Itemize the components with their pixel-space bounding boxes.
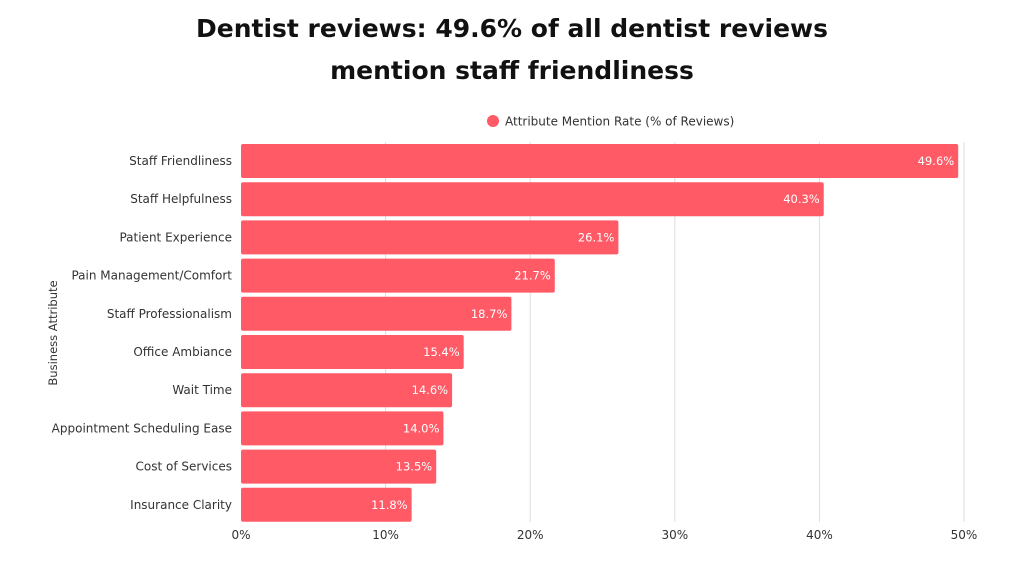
bar <box>241 373 453 408</box>
bar-value-label: 40.3% <box>783 192 820 206</box>
bar-value-label: 21.7% <box>514 269 551 283</box>
category-label: Staff Professionalism <box>107 307 232 321</box>
x-tick-label: 10% <box>372 528 399 542</box>
category-label: Patient Experience <box>119 230 232 244</box>
bar <box>241 144 959 178</box>
category-label: Staff Helpfulness <box>130 192 232 206</box>
x-tick-label: 0% <box>231 528 250 542</box>
legend-label: Attribute Mention Rate (% of Reviews) <box>505 115 734 129</box>
bar <box>241 220 619 255</box>
bar-value-label: 14.6% <box>412 383 449 397</box>
chart-title-line-2: mention staff friendliness <box>330 56 694 85</box>
bar-value-label: 18.7% <box>471 307 508 321</box>
category-label: Office Ambiance <box>133 345 232 359</box>
x-tick-label: 40% <box>806 528 833 542</box>
bar-value-label: 49.6% <box>918 154 955 168</box>
category-label: Appointment Scheduling Ease <box>52 421 232 435</box>
bar <box>241 258 555 293</box>
bar <box>241 487 412 522</box>
bar <box>241 335 464 369</box>
x-tick-label: 30% <box>661 528 688 542</box>
category-label: Pain Management/Comfort <box>71 269 232 283</box>
category-label: Wait Time <box>172 383 232 397</box>
legend-marker <box>487 115 499 127</box>
chart-title-line-1: Dentist reviews: 49.6% of all dentist re… <box>195 14 829 43</box>
bar <box>241 296 512 331</box>
bar <box>241 449 437 484</box>
bar-value-label: 13.5% <box>396 460 433 474</box>
y-axis-title: Business Attribute <box>46 280 60 385</box>
bar-value-label: 14.0% <box>403 421 440 435</box>
bar <box>241 182 824 217</box>
bar-value-label: 26.1% <box>578 230 615 244</box>
chart-title: Dentist reviews: 49.6% of all dentist re… <box>0 8 1024 92</box>
x-tick-label: 50% <box>951 528 978 542</box>
category-label: Insurance Clarity <box>130 498 232 512</box>
category-label: Cost of Services <box>136 460 232 474</box>
category-label: Staff Friendliness <box>129 154 232 168</box>
bar <box>241 411 444 446</box>
x-tick-label: 20% <box>517 528 544 542</box>
bar-value-label: 15.4% <box>423 345 460 359</box>
bar-value-label: 11.8% <box>371 498 408 512</box>
